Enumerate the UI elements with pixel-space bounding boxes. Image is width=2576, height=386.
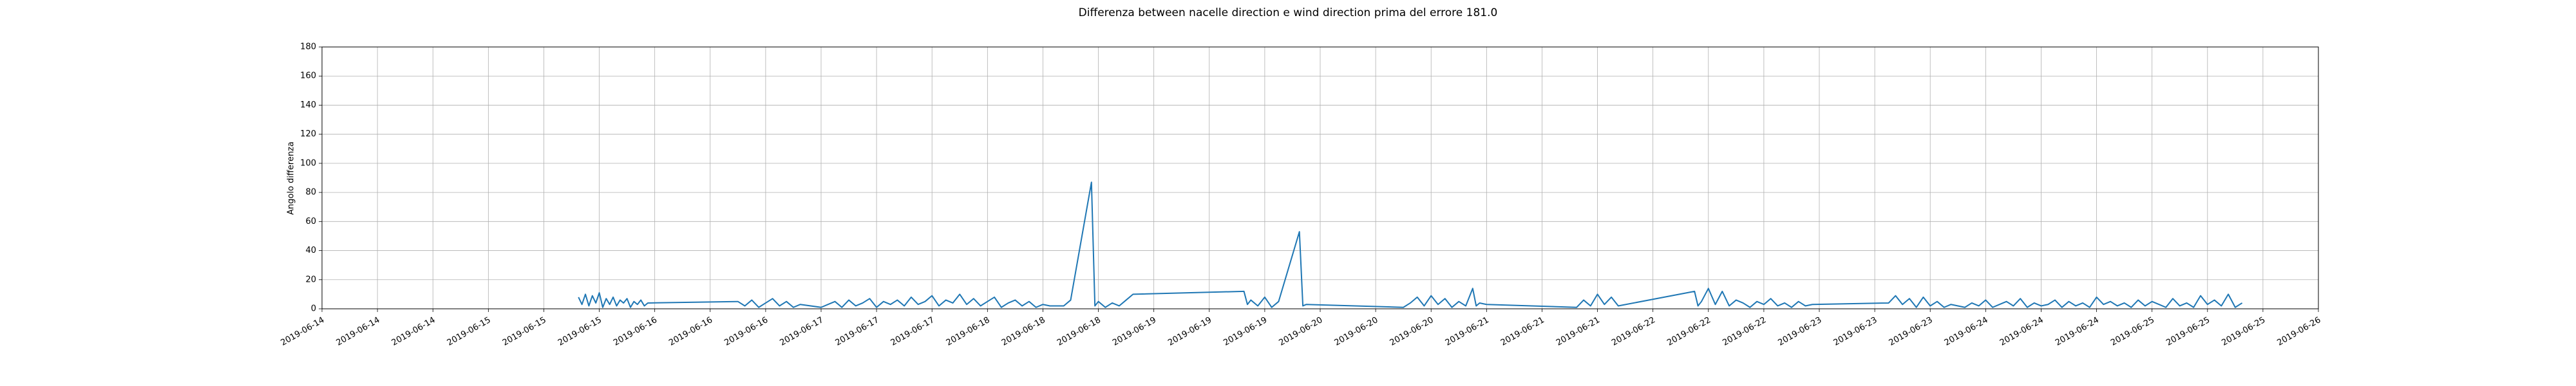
x-tick-label: 2019-06-16 — [667, 315, 714, 348]
y-tick-label: 60 — [305, 217, 316, 226]
x-tick-label: 2019-06-23 — [1776, 315, 1823, 348]
x-tick-label: 2019-06-25 — [2220, 315, 2267, 348]
x-tick-label: 2019-06-14 — [335, 315, 382, 348]
y-axis-label: Angolo differenza — [287, 142, 296, 215]
x-tick-label: 2019-06-21 — [1499, 315, 1546, 348]
x-tick-label: 2019-06-19 — [1111, 315, 1158, 348]
x-tick-label: 2019-06-17 — [834, 315, 881, 348]
data-line — [578, 181, 2243, 308]
x-tick-label: 2019-06-21 — [1555, 315, 1602, 348]
x-tick-label: 2019-06-18 — [1056, 315, 1103, 348]
x-tick-label: 2019-06-20 — [1333, 315, 1380, 348]
y-tick-label: 40 — [305, 246, 316, 255]
x-tick-label: 2019-06-22 — [1610, 315, 1657, 348]
x-tick-label: 2019-06-26 — [2275, 315, 2322, 348]
x-tick-label: 2019-06-25 — [2164, 315, 2211, 348]
x-tick-label: 2019-06-15 — [446, 315, 493, 348]
x-tick-label: 2019-06-14 — [279, 315, 326, 348]
x-tick-label: 2019-06-15 — [501, 315, 548, 348]
x-tick-label: 2019-06-14 — [390, 315, 437, 348]
x-tick-label: 2019-06-22 — [1721, 315, 1768, 348]
x-tick-label: 2019-06-18 — [945, 315, 992, 348]
x-tick-label: 2019-06-19 — [1166, 315, 1213, 348]
x-tick-label: 2019-06-24 — [2054, 315, 2101, 348]
y-tick-label: 80 — [305, 188, 316, 198]
y-tick-label: 160 — [300, 71, 316, 81]
x-tick-label: 2019-06-15 — [556, 315, 603, 348]
x-tick-label: 2019-06-24 — [1998, 315, 2045, 348]
x-tick-label: 2019-06-20 — [1277, 315, 1324, 348]
y-tick-label: 140 — [300, 100, 316, 110]
x-tick-label: 2019-06-21 — [1444, 315, 1491, 348]
x-tick-label: 2019-06-23 — [1832, 315, 1879, 348]
x-tick-label: 2019-06-19 — [1222, 315, 1269, 348]
y-tick-label: 120 — [300, 129, 316, 139]
x-tick-label: 2019-06-16 — [723, 315, 770, 348]
x-tick-label: 2019-06-25 — [2109, 315, 2156, 348]
x-tick-label: 2019-06-17 — [778, 315, 825, 348]
chart-title: Differenza between nacelle direction e w… — [1079, 6, 1498, 19]
plot-frame — [321, 46, 2319, 309]
x-tick-label: 2019-06-20 — [1388, 315, 1435, 348]
x-tick-label: 2019-06-24 — [1943, 315, 1990, 348]
x-tick-label: 2019-06-17 — [889, 315, 936, 348]
y-tick-label: 20 — [305, 275, 316, 284]
x-tick-label: 2019-06-23 — [1888, 315, 1935, 348]
y-tick-label: 180 — [300, 42, 316, 52]
y-tick-label: 100 — [300, 158, 316, 168]
x-tick-label: 2019-06-18 — [1000, 315, 1047, 348]
x-tick-label: 2019-06-16 — [612, 315, 659, 348]
x-tick-label: 2019-06-22 — [1665, 315, 1712, 348]
y-tick-label: 0 — [311, 304, 316, 314]
